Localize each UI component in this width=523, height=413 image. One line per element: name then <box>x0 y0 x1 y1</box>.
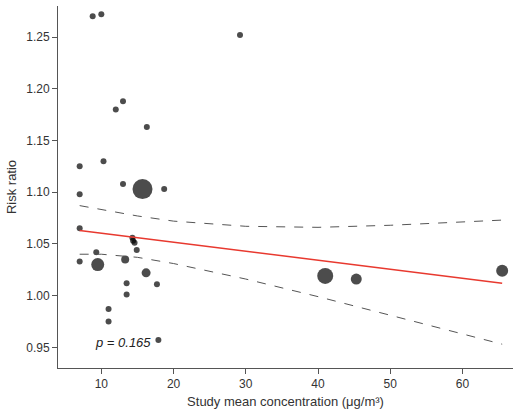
svg-text:10: 10 <box>95 377 109 391</box>
svg-text:1.10: 1.10 <box>26 185 50 199</box>
svg-text:p = 0.165: p = 0.165 <box>95 335 151 350</box>
svg-text:30: 30 <box>239 377 253 391</box>
svg-text:Study mean concentration (μg/m: Study mean concentration (μg/m³) <box>187 394 384 409</box>
svg-text:40: 40 <box>311 377 325 391</box>
svg-text:60: 60 <box>456 377 470 391</box>
svg-text:20: 20 <box>167 377 181 391</box>
svg-text:0.95: 0.95 <box>26 341 50 355</box>
svg-text:50: 50 <box>384 377 398 391</box>
svg-text:1.25: 1.25 <box>26 30 50 44</box>
svg-text:1.05: 1.05 <box>26 237 50 251</box>
svg-text:Risk ratio: Risk ratio <box>4 160 19 214</box>
svg-text:1.15: 1.15 <box>26 134 50 148</box>
svg-text:1.00: 1.00 <box>26 289 50 303</box>
svg-text:1.20: 1.20 <box>26 82 50 96</box>
